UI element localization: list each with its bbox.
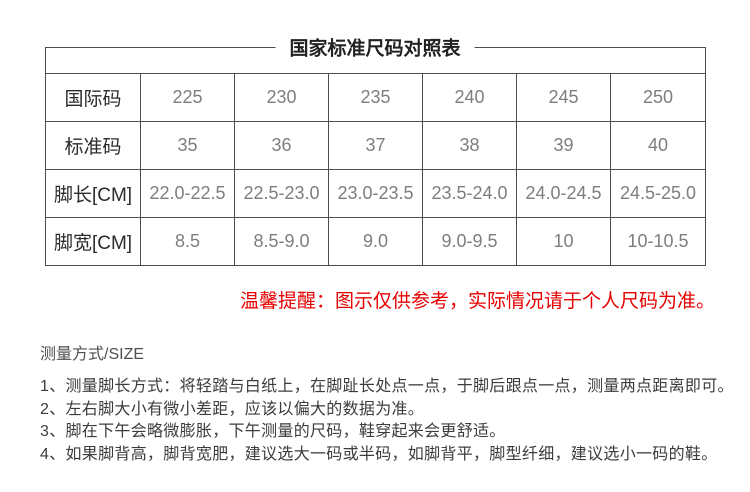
value-cell: 23.0-23.5 bbox=[328, 169, 423, 218]
value-cell: 23.5-24.0 bbox=[422, 169, 517, 218]
row-label-cell: 脚宽[CM] bbox=[45, 217, 141, 266]
value-cell: 250 bbox=[609, 73, 707, 122]
tip-item: 4、如果脚背高，脚背宽肥，建议选大一码或半码，如脚背平，脚型纤细，建议选小一码的… bbox=[40, 445, 718, 463]
tip-item: 1、测量脚长方式：将轻踏与白纸上，在脚趾长处点一点，于脚后跟点一点，测量两点距离… bbox=[40, 378, 734, 395]
size-table: 国际码 225 230 235 240 245 250 标准码 35 36 37… bbox=[44, 47, 707, 266]
value-cell: 24.5-25.0 bbox=[609, 169, 707, 218]
value-cell: 240 bbox=[422, 73, 517, 122]
tip-item: 3、脚在下午会略微膨胀，下午测量的尺码，鞋穿起来会更舒适。 bbox=[40, 423, 506, 440]
notice-text: 温馨提醒：图示仅供参考，实际情况请于个人尺码为准。 bbox=[240, 291, 716, 312]
row-label-cell: 国际码 bbox=[45, 73, 141, 122]
value-cell: 225 bbox=[140, 73, 235, 122]
chart-title: 国家标准尺码对照表 bbox=[275, 33, 475, 61]
value-cell: 9.0-9.5 bbox=[422, 217, 517, 266]
row-label-cell: 标准码 bbox=[45, 121, 141, 170]
row-label-cell: 脚长[CM] bbox=[45, 169, 141, 218]
table-row-foot-width: 脚宽[CM] 8.5 8.5-9.0 9.0 9.0-9.5 10 10-10.… bbox=[45, 217, 707, 266]
value-cell: 245 bbox=[516, 73, 611, 122]
tip-item: 2、左右脚大小有微小差距，应该以偏大的数据为准。 bbox=[40, 400, 425, 418]
section-heading: 测量方式/SIZE bbox=[40, 346, 145, 363]
size-chart: 国家标准尺码对照表 国际码 225 230 235 240 245 250 bbox=[44, 33, 707, 266]
value-cell: 235 bbox=[328, 73, 423, 122]
value-cell: 8.5-9.0 bbox=[234, 217, 329, 266]
value-cell: 22.5-23.0 bbox=[234, 169, 329, 218]
tips-list: 1、测量脚长方式：将轻踏与白纸上，在脚趾长处点一点，于脚后跟点一点，测量两点距离… bbox=[40, 376, 740, 466]
table-row-standard-size: 标准码 35 36 37 38 39 40 bbox=[45, 121, 707, 170]
value-cell: 37 bbox=[328, 121, 423, 170]
value-cell: 22.0-22.5 bbox=[140, 169, 235, 218]
value-cell: 10-10.5 bbox=[609, 217, 707, 266]
table-row-foot-length: 脚长[CM] 22.0-22.5 22.5-23.0 23.0-23.5 23.… bbox=[45, 169, 707, 218]
value-cell: 9.0 bbox=[328, 217, 423, 266]
value-cell: 24.0-24.5 bbox=[516, 169, 611, 218]
value-cell: 230 bbox=[234, 73, 329, 122]
value-cell: 40 bbox=[609, 121, 707, 170]
value-cell: 8.5 bbox=[140, 217, 235, 266]
value-cell: 35 bbox=[140, 121, 235, 170]
value-cell: 36 bbox=[234, 121, 329, 170]
value-cell: 38 bbox=[422, 121, 517, 170]
value-cell: 10 bbox=[516, 217, 611, 266]
table-row-international-size: 国际码 225 230 235 240 245 250 bbox=[45, 73, 707, 122]
value-cell: 39 bbox=[516, 121, 611, 170]
